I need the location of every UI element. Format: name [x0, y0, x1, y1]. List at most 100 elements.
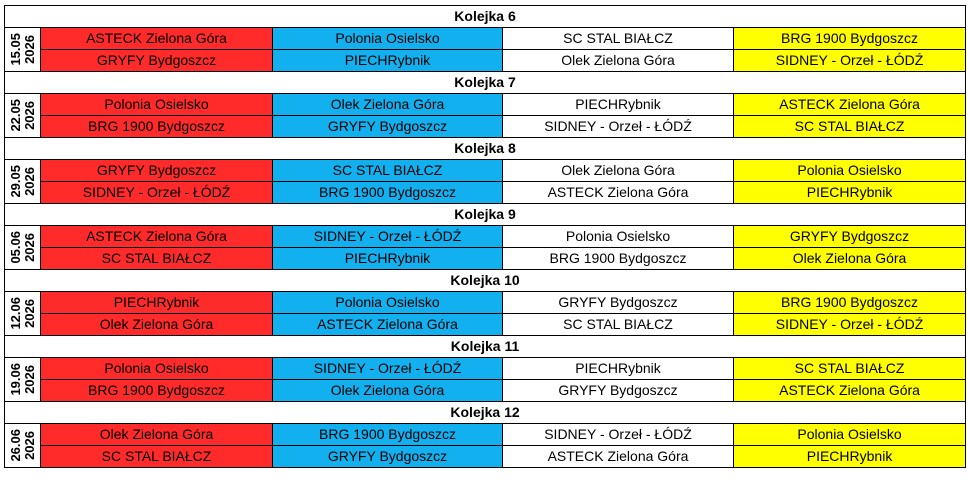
round-date: 22.05 2026 [4, 93, 41, 138]
team-cell: PIECHRybnik [502, 93, 734, 116]
team-cell: GRYFY Bydgoszcz [272, 445, 503, 468]
team-cell: Olek Zielona Góra [272, 379, 503, 402]
team-cell: SC STAL BIAŁCZ [502, 313, 734, 336]
match-row: 15.05 2026 ASTECK Zielona Góra Polonia Osie… [4, 27, 967, 72]
round-header-row: Kolejka 6 [3, 5, 967, 28]
round-date-year: 2026 [21, 35, 37, 64]
round-date: 15.05 2026 [4, 27, 41, 72]
round-date-day: 26.06 [7, 429, 23, 462]
schedule-body: Kolejka 6 15.05 2026 ASTECK Zielona Góra Pol… [3, 5, 967, 468]
team-cell: ASTECK Zielona Góra [502, 181, 734, 204]
team-cell: GRYFY Bydgoszcz [40, 159, 273, 182]
team-cell: PIECHRybnik [732, 181, 967, 204]
round-title: Kolejka 6 [3, 5, 967, 28]
round-date: 26.06 2026 [4, 423, 41, 468]
team-cell: BRG 1900 Bydgoszcz [502, 247, 734, 270]
team-cell: Olek Zielona Góra [272, 93, 503, 116]
match-row: 19.06 2026 Polonia Osielsko SIDNEY - Orzeł … [4, 357, 967, 402]
team-cell: GRYFY Bydgoszcz [40, 49, 273, 72]
match-row: BRG 1900 Bydgoszcz GRYFY Bydgoszcz SIDNEY … [5, 115, 967, 138]
round-title: Kolejka 10 [3, 269, 967, 292]
match-row: GRYFY Bydgoszcz PIECHRybnik Olek Zielona G… [5, 49, 967, 72]
round-header-row: Kolejka 7 [3, 71, 967, 94]
team-cell: Olek Zielona Góra [502, 49, 734, 72]
team-cell: SIDNEY - Orzeł - ŁÓDŹ [732, 49, 967, 72]
team-cell: SIDNEY - Orzeł - ŁÓDŹ [502, 115, 734, 138]
team-cell: BRG 1900 Bydgoszcz [272, 423, 503, 446]
team-cell: Olek Zielona Góra [502, 159, 734, 182]
round-header-row: Kolejka 11 [3, 335, 967, 358]
team-cell: GRYFY Bydgoszcz [272, 115, 503, 138]
team-cell: PIECHRybnik [272, 49, 503, 72]
team-cell: Polonia Osielsko [272, 27, 503, 50]
team-cell: SIDNEY - Orzeł - ŁÓDŹ [40, 181, 273, 204]
match-row: 05.06 2026 ASTECK Zielona Góra SIDNEY - Orz… [4, 225, 967, 270]
round-date: 12.06 2026 [4, 291, 41, 336]
match-row: SC STAL BIAŁCZ PIECHRybnik BRG 1900 Bydgos… [5, 247, 967, 270]
round-date: 05.06 2026 [4, 225, 41, 270]
team-cell: Polonia Osielsko [732, 423, 967, 446]
round-date-year: 2026 [21, 431, 37, 460]
round-date-year: 2026 [21, 365, 37, 394]
match-row: 22.05 2026 Polonia Osielsko Olek Zielona Gó… [4, 93, 967, 138]
team-cell: SC STAL BIAŁCZ [272, 159, 503, 182]
round-header-row: Kolejka 9 [3, 203, 967, 226]
team-cell: ASTECK Zielona Góra [732, 93, 967, 116]
match-row: 12.06 2026 PIECHRybnik Polonia Osielsko GRYF… [4, 291, 967, 336]
team-cell: PIECHRybnik [40, 291, 273, 314]
team-cell: GRYFY Bydgoszcz [502, 379, 734, 402]
round-date-day: 19.06 [7, 363, 23, 396]
round-date-year: 2026 [21, 233, 37, 262]
team-cell: ASTECK Zielona Góra [40, 225, 273, 248]
match-row: 26.06 2026 Olek Zielona Góra BRG 1900 Bydgo… [4, 423, 967, 468]
team-cell: SIDNEY - Orzeł - ŁÓDŹ [272, 357, 503, 380]
team-cell: ASTECK Zielona Góra [732, 379, 967, 402]
team-cell: SC STAL BIAŁCZ [40, 445, 273, 468]
round-date: 29.05 2026 [4, 159, 41, 204]
team-cell: SC STAL BIAŁCZ [40, 247, 273, 270]
team-cell: GRYFY Bydgoszcz [732, 225, 967, 248]
team-cell: PIECHRybnik [732, 445, 967, 468]
team-cell: Olek Zielona Góra [732, 247, 967, 270]
team-cell: SC STAL BIAŁCZ [732, 115, 967, 138]
round-date-day: 22.05 [7, 99, 23, 132]
round-title: Kolejka 11 [3, 335, 967, 358]
match-row: Olek Zielona Góra ASTECK Zielona Góra SC S… [5, 313, 967, 336]
schedule-table: Kolejka 6 15.05 2026 ASTECK Zielona Góra Pol… [3, 5, 967, 468]
round-title: Kolejka 9 [3, 203, 967, 226]
team-cell: Olek Zielona Góra [40, 423, 273, 446]
team-cell: BRG 1900 Bydgoszcz [272, 181, 503, 204]
team-cell: GRYFY Bydgoszcz [502, 291, 734, 314]
team-cell: Polonia Osielsko [502, 225, 734, 248]
round-date-year: 2026 [21, 167, 37, 196]
team-cell: BRG 1900 Bydgoszcz [40, 115, 273, 138]
round-date-day: 29.05 [7, 165, 23, 198]
team-cell: SIDNEY - Orzeł - ŁÓDŹ [502, 423, 734, 446]
team-cell: BRG 1900 Bydgoszcz [40, 379, 273, 402]
team-cell: BRG 1900 Bydgoszcz [732, 291, 967, 314]
team-cell: Olek Zielona Góra [40, 313, 273, 336]
round-title: Kolejka 7 [3, 71, 967, 94]
round-header-row: Kolejka 10 [3, 269, 967, 292]
team-cell: SIDNEY - Orzeł - ŁÓDŹ [272, 225, 503, 248]
match-row: SC STAL BIAŁCZ GRYFY Bydgoszcz ASTECK Ziel… [5, 445, 967, 468]
team-cell: Polonia Osielsko [272, 291, 503, 314]
team-cell: PIECHRybnik [272, 247, 503, 270]
round-date: 19.06 2026 [4, 357, 41, 402]
match-row: SIDNEY - Orzeł - ŁÓDŹ BRG 1900 Bydgoszcz A… [5, 181, 967, 204]
team-cell: Polonia Osielsko [732, 159, 967, 182]
team-cell: SC STAL BIAŁCZ [502, 27, 734, 50]
round-date-year: 2026 [21, 101, 37, 130]
team-cell: SC STAL BIAŁCZ [732, 357, 967, 380]
round-header-row: Kolejka 8 [3, 137, 967, 160]
team-cell: PIECHRybnik [502, 357, 734, 380]
match-row: BRG 1900 Bydgoszcz Olek Zielona Góra GRYFY… [5, 379, 967, 402]
round-title: Kolejka 8 [3, 137, 967, 160]
team-cell: Polonia Osielsko [40, 93, 273, 116]
round-header-row: Kolejka 12 [3, 401, 967, 424]
match-row: 29.05 2026 GRYFY Bydgoszcz SC STAL BIAŁCZ Ol… [4, 159, 967, 204]
team-cell: BRG 1900 Bydgoszcz [732, 27, 967, 50]
round-date-day: 05.06 [7, 231, 23, 264]
round-date-day: 15.05 [7, 33, 23, 66]
team-cell: ASTECK Zielona Góra [502, 445, 734, 468]
